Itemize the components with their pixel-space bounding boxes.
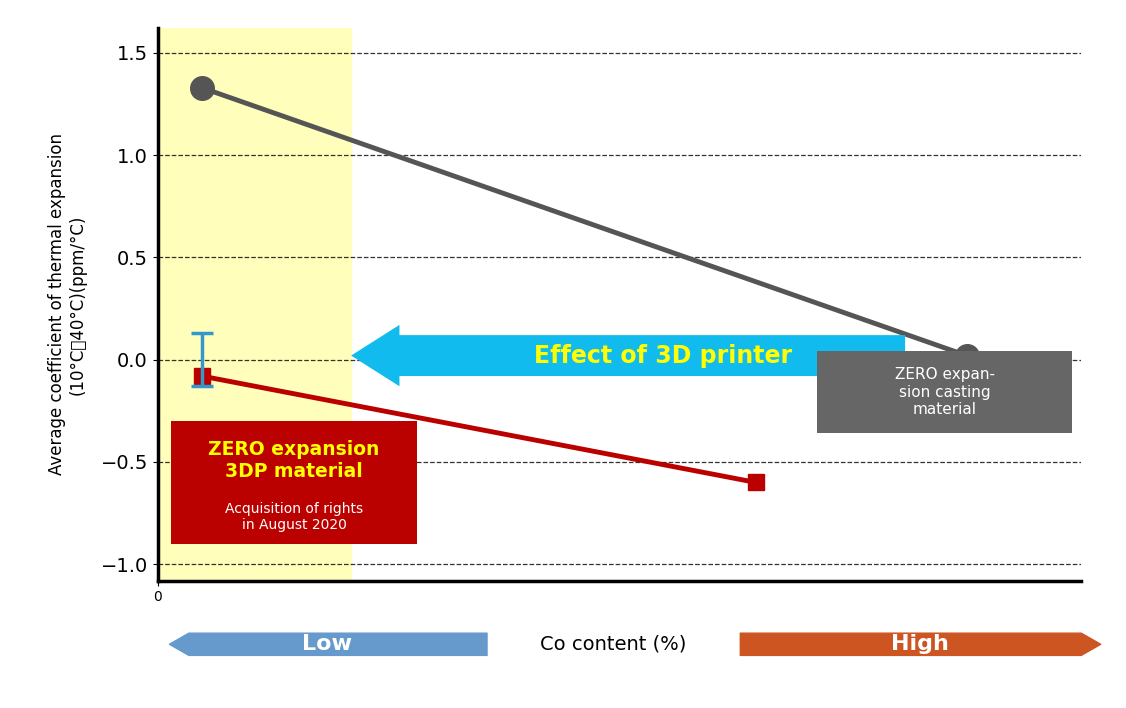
Text: Low: Low [302, 634, 351, 654]
FancyBboxPatch shape [817, 351, 1072, 433]
Text: ZERO expansion
3DP material: ZERO expansion 3DP material [208, 440, 379, 481]
Text: High: High [891, 634, 949, 654]
FancyArrowPatch shape [169, 633, 488, 656]
Bar [158, 28, 351, 581]
Text: Acquisition of rights
in August 2020: Acquisition of rights in August 2020 [225, 502, 363, 532]
Polygon shape [351, 325, 905, 387]
FancyArrowPatch shape [740, 633, 1101, 656]
Text: Effect of 3D printer: Effect of 3D printer [534, 343, 793, 367]
Text: ZERO expan-
sion casting
material: ZERO expan- sion casting material [895, 367, 994, 417]
FancyBboxPatch shape [171, 421, 417, 544]
Y-axis label: Average coefficient of thermal expansion
(10°C～40°C)(ppm/°C): Average coefficient of thermal expansion… [47, 133, 87, 476]
Text: Co content (%): Co content (%) [540, 635, 687, 653]
